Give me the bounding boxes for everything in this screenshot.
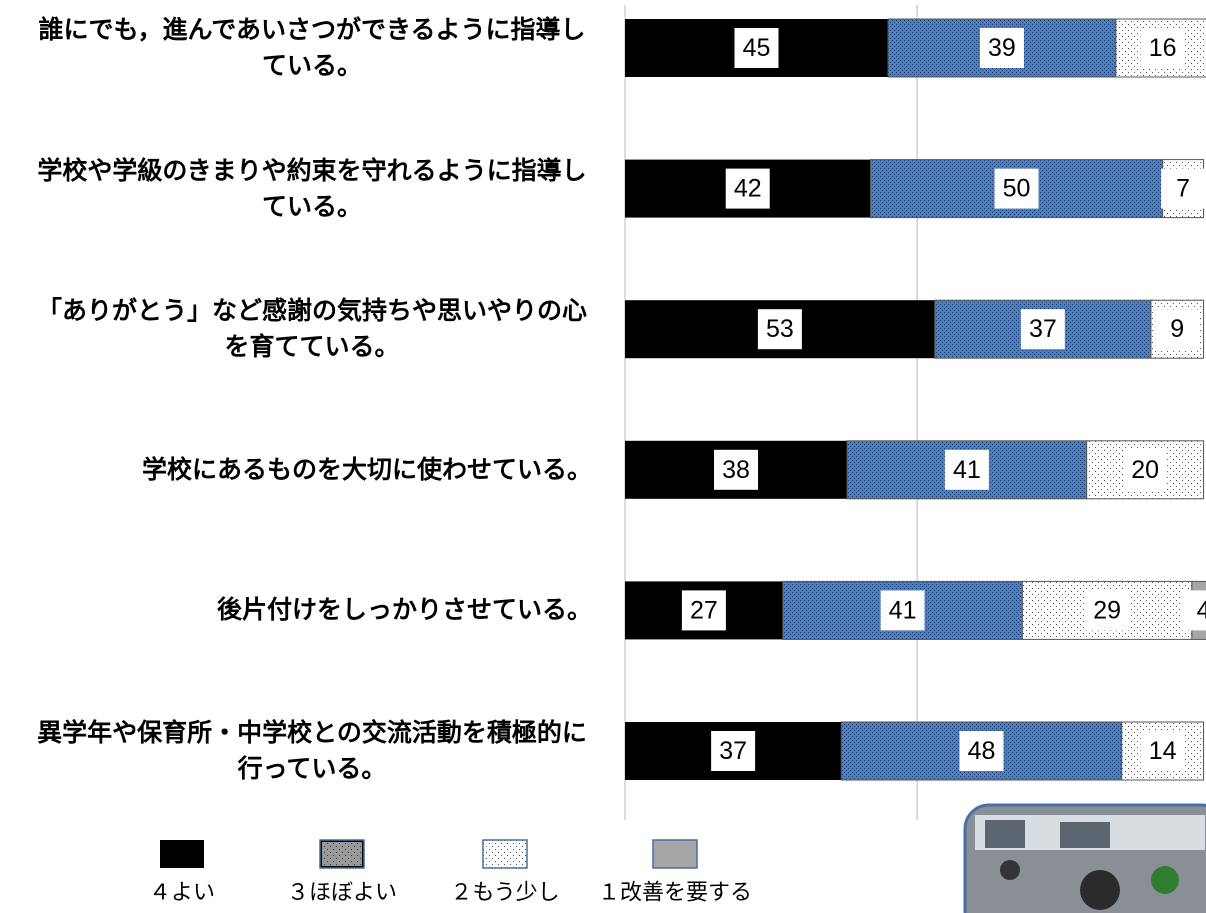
- value-label: 38: [722, 456, 750, 484]
- value-label-box: [880, 590, 925, 631]
- legend-label: ３ほぼよい: [287, 881, 397, 906]
- legend-label: １改善を要する: [598, 881, 752, 906]
- value-label-box: [1161, 168, 1206, 209]
- value-label: 14: [1149, 737, 1177, 765]
- legend-label: ４よい: [149, 881, 215, 906]
- legend-label: ２もう少し: [450, 881, 559, 906]
- value-label-box: [979, 28, 1024, 68]
- value-label: 27: [690, 596, 718, 624]
- category-label: 学校にあるものを大切に使わせている。: [0, 452, 592, 488]
- value-label-box: [757, 309, 802, 350]
- value-label-box: [1155, 309, 1200, 350]
- legend-swatch-pattern: [322, 842, 362, 866]
- value-label: 48: [968, 737, 996, 765]
- value-label-box: [944, 449, 989, 490]
- value-label: 29: [1093, 596, 1121, 624]
- legend-swatch: [482, 839, 528, 869]
- legend-swatch: [652, 839, 698, 869]
- value-label-box: [1123, 449, 1168, 490]
- value-label: 4: [1197, 596, 1206, 624]
- category-text: 誰にでも，進んであいさつができるように指導している。: [38, 15, 586, 80]
- value-label-box: [734, 28, 779, 68]
- value-label: 16: [1149, 34, 1177, 62]
- value-label-box: [1181, 590, 1206, 631]
- value-label: 41: [953, 456, 981, 484]
- value-label: 41: [889, 596, 917, 624]
- value-label-box: [711, 731, 756, 771]
- category-text: 学校や学級のきまりや約束を守れるように指導している。: [37, 155, 587, 221]
- value-label-box: [1085, 590, 1130, 631]
- legend-swatch: [160, 840, 204, 868]
- category-text: 学校にあるものを大切に使わせている。: [141, 454, 592, 484]
- category-text: 後片付けをしっかりさせている。: [216, 595, 592, 625]
- value-label-box: [1140, 28, 1185, 68]
- category-text: 異学年や保育所・中学校との交流活動を積極的に行っている。: [37, 718, 587, 783]
- value-label-box: [959, 731, 1004, 771]
- value-label-box: [1020, 309, 1065, 350]
- value-label: 7: [1176, 175, 1190, 203]
- category-label: 異学年や保育所・中学校との交流活動を積極的に行っている。: [0, 715, 592, 787]
- value-label-box: [725, 168, 770, 209]
- value-label: 42: [734, 175, 762, 203]
- grid: [624, 5, 918, 820]
- category-text: 「ありがとう」など感謝の気持ちや思いやりの心を育てている。: [36, 296, 587, 362]
- value-label-box: [681, 590, 726, 631]
- value-label: 20: [1131, 456, 1159, 484]
- category-label: 誰にでも，進んであいさつができるように指導している。: [0, 12, 592, 84]
- value-label-box: [1140, 731, 1185, 771]
- value-label: 50: [1003, 175, 1031, 203]
- value-label-box: [994, 168, 1039, 209]
- category-label: 「ありがとう」など感謝の気持ちや思いやりの心を育てている。: [0, 293, 592, 365]
- value-label: 45: [743, 34, 771, 62]
- value-label-box: [714, 449, 759, 490]
- photo: [963, 803, 1206, 913]
- value-label: 9: [1170, 315, 1184, 343]
- value-label: 37: [719, 737, 747, 765]
- value-label: 39: [988, 34, 1016, 62]
- category-label: 後片付けをしっかりさせている。: [0, 592, 592, 628]
- value-label: 53: [766, 315, 794, 343]
- value-label: 37: [1029, 315, 1057, 343]
- category-label: 学校や学級のきまりや約束を守れるように指導している。: [0, 153, 592, 225]
